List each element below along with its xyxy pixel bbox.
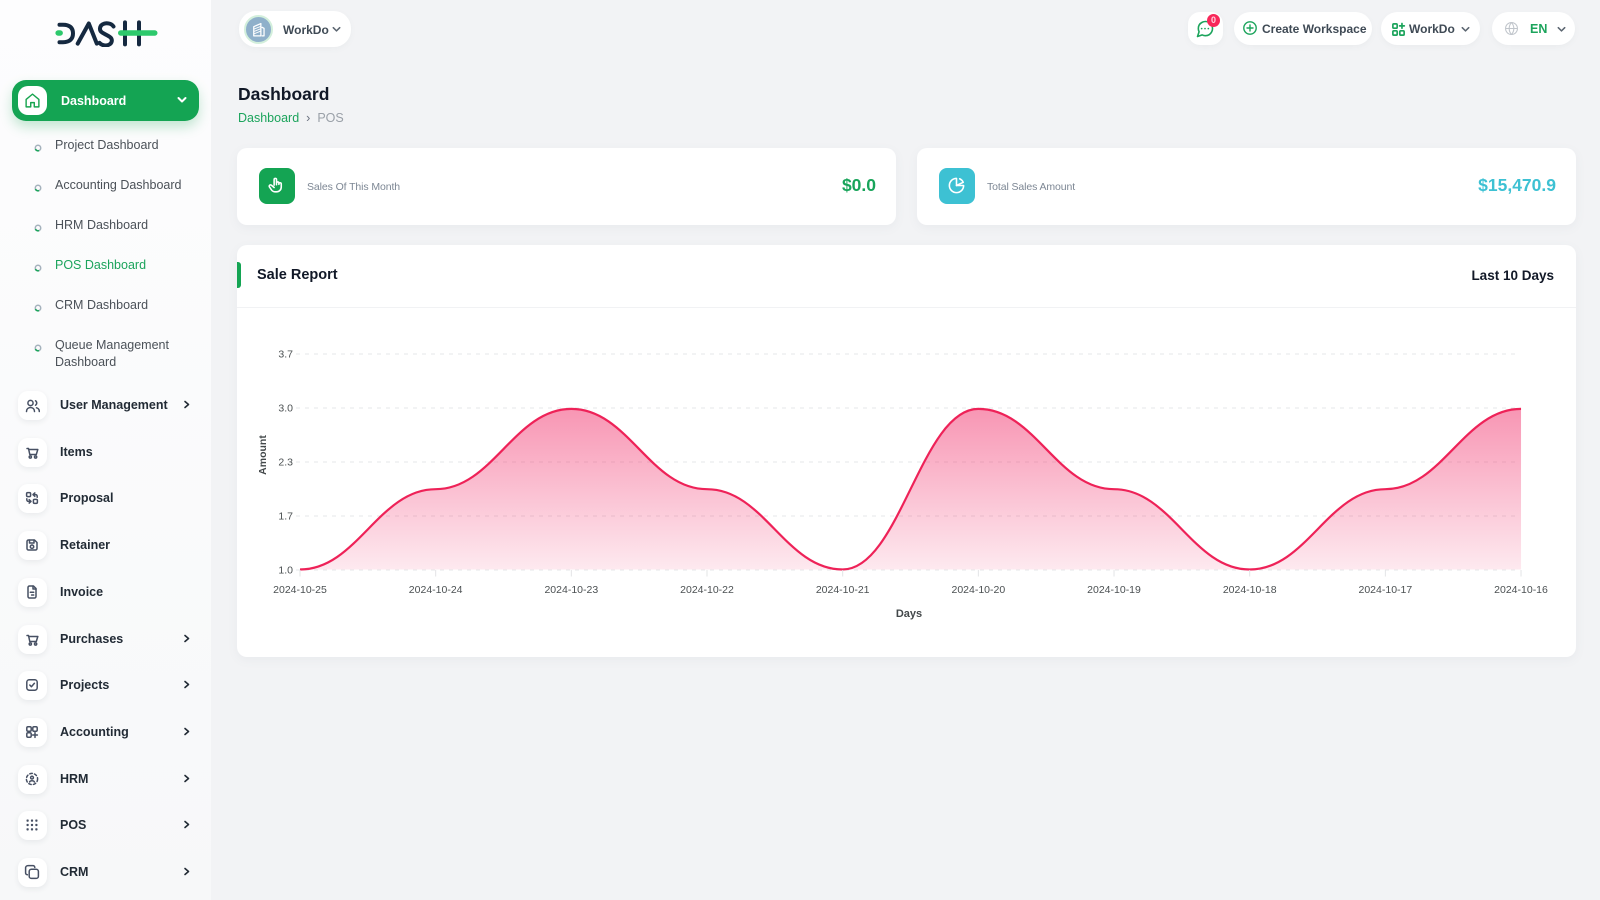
svg-text:1.0: 1.0 [278,565,293,577]
svg-text:2024-10-21: 2024-10-21 [816,584,870,596]
svg-text:2024-10-23: 2024-10-23 [544,584,598,596]
svg-text:Amount: Amount [257,435,269,475]
svg-text:2024-10-17: 2024-10-17 [1359,584,1413,596]
svg-text:2024-10-24: 2024-10-24 [409,584,463,596]
svg-text:1.7: 1.7 [278,511,293,523]
svg-text:Days: Days [896,608,922,620]
svg-text:2024-10-18: 2024-10-18 [1223,584,1277,596]
svg-text:2024-10-25: 2024-10-25 [273,584,327,596]
svg-text:2024-10-19: 2024-10-19 [1087,584,1141,596]
svg-text:3.0: 3.0 [278,403,293,415]
svg-text:2024-10-20: 2024-10-20 [951,584,1005,596]
svg-text:2024-10-22: 2024-10-22 [680,584,734,596]
svg-text:2.3: 2.3 [278,457,293,469]
svg-text:3.7: 3.7 [278,349,293,361]
svg-text:2024-10-16: 2024-10-16 [1494,584,1548,596]
